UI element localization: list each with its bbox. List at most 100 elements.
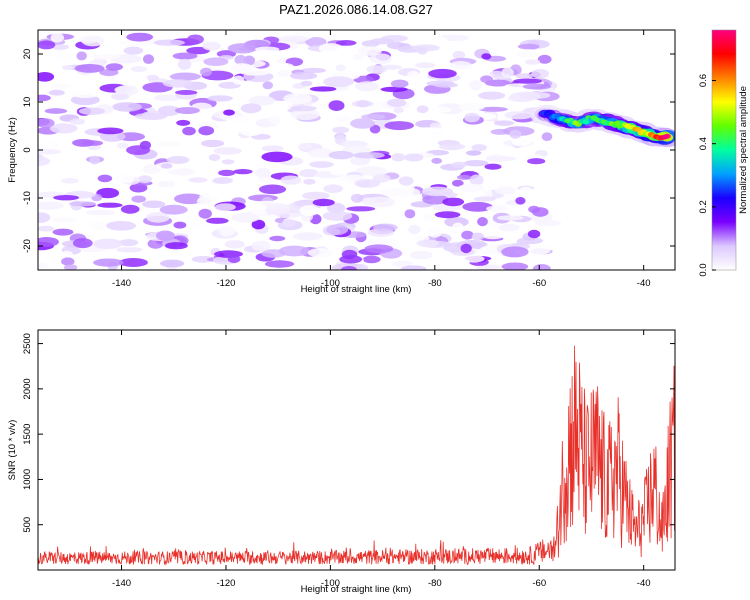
- spectrogram-noise-blob: [414, 235, 430, 241]
- spectrogram-noise-blob: [96, 187, 120, 199]
- spectrogram-noise-blob: [300, 67, 327, 74]
- spectrogram-noise-blob: [471, 144, 487, 152]
- spectrogram-noise-blob: [511, 138, 532, 146]
- spectrogram-noise-blob: [61, 257, 75, 266]
- spectrogram-noise-blob: [462, 255, 485, 263]
- spectrogram-noise-blob: [72, 91, 99, 98]
- spectrogram-noise-blob: [457, 174, 472, 180]
- spectrogram-noise-blob: [231, 63, 253, 73]
- spectrogram-noise-blob: [486, 156, 517, 162]
- spectrogram-noise-blob: [174, 107, 200, 114]
- spectrogram-noise-blob: [451, 161, 467, 169]
- spectrogram-noise-blob: [120, 204, 140, 214]
- spectrogram-noise-blob: [452, 179, 464, 187]
- spectrogram-noise-blob: [352, 53, 364, 61]
- spectrogram-noise-blob: [527, 245, 551, 255]
- spectrogram-noise-blob: [309, 161, 334, 168]
- spectrogram-noise-blob: [50, 32, 64, 43]
- spectrogram-noise-blob: [131, 195, 146, 203]
- spectrogram-noise-blob: [221, 159, 235, 165]
- spectrogram-x-label: Height of straight line (km): [301, 284, 412, 295]
- spectrogram-noise-blob: [137, 175, 152, 184]
- spectrogram-y-label: Frequency (Hz): [7, 117, 18, 182]
- spectrogram-noise-blob: [97, 174, 113, 183]
- y-tick-label: -20: [22, 239, 33, 253]
- spectrogram-noise-blob: [254, 167, 271, 179]
- spectrogram-noise-blob: [323, 184, 344, 193]
- spectrogram-noise-blob: [47, 51, 64, 58]
- spectrogram-signal-blob: [582, 119, 590, 125]
- spectrogram-noise-blob: [38, 149, 62, 155]
- spectrogram-noise-blob: [477, 217, 488, 227]
- spectrogram-noise-blob: [473, 196, 496, 202]
- spectrogram-noise-blob: [393, 107, 404, 114]
- spectrogram-noise-blob: [255, 46, 280, 52]
- spectrogram-noise-blob: [464, 112, 480, 123]
- spectrogram-noise-blob: [408, 224, 421, 235]
- spectrogram-noise-blob: [38, 262, 49, 270]
- spectrogram-noise-blob: [469, 174, 484, 186]
- spectrogram-noise-blob: [74, 64, 105, 73]
- spectrogram-noise-blob: [81, 35, 105, 47]
- spectrogram-noise-blob: [38, 156, 51, 167]
- spectrogram-noise-blob: [303, 178, 316, 185]
- colorbar-gradient: [712, 30, 736, 270]
- spectrogram-noise-blob: [335, 40, 357, 46]
- spectrogram-noise-blob: [277, 70, 290, 77]
- snr-x-label: Height of straight line (km): [301, 584, 412, 595]
- spectrogram-noise-blob: [366, 65, 388, 74]
- spectrogram-noise-blob: [227, 43, 257, 54]
- spectrogram-noise-blob: [196, 198, 212, 205]
- spectrogram-noise-blob: [213, 147, 242, 155]
- spectrogram-noise-blob: [353, 264, 369, 270]
- spectrogram-signal-blob: [663, 133, 671, 139]
- spectrogram-noise-blob: [264, 260, 295, 268]
- spectrogram-noise-blob: [175, 90, 198, 95]
- spectrogram-noise-blob: [387, 98, 407, 108]
- spectrogram-noise-blob: [390, 79, 409, 88]
- spectrogram-noise-blob: [38, 118, 55, 128]
- spectrogram-noise-blob: [364, 244, 394, 254]
- spectrogram-noise-blob: [134, 112, 167, 120]
- spectrogram-noise-blob: [60, 250, 74, 259]
- spectrogram-noise-blob: [519, 186, 533, 196]
- spectrogram-noise-blob: [360, 114, 386, 120]
- snr-series-line: [38, 345, 675, 566]
- spectrogram-noise-blob: [384, 121, 415, 131]
- spectrogram-noise-blob: [515, 73, 533, 79]
- spectrogram-noise-blob: [515, 197, 526, 205]
- spectrogram-noise-blob: [277, 35, 309, 43]
- spectrogram-noise-blob: [188, 177, 208, 183]
- spectrogram-noise-blob: [398, 176, 414, 186]
- spectrogram-noise-blob: [417, 47, 428, 55]
- spectrogram-noise-blob: [156, 230, 175, 241]
- spectrogram-noise-blob: [61, 65, 74, 71]
- spectrogram-noise-blob: [227, 255, 241, 263]
- spectrogram-noise-blob: [38, 144, 49, 151]
- spectrogram-noise-blob: [357, 46, 383, 56]
- spectrogram-noise-blob: [153, 94, 182, 102]
- x-tick-label: -80: [428, 278, 442, 289]
- spectrogram-noise-blob: [496, 215, 524, 221]
- spectrogram-noise-blob: [351, 100, 374, 108]
- spectrogram-noise-blob: [480, 229, 507, 240]
- snr-ticks: -140 -120 -100 -80 -60 -40 500 1000 1500 2000 2500: [22, 330, 675, 589]
- spectrogram-noise-blob: [518, 91, 551, 99]
- spectrogram-noise-blob: [471, 232, 484, 241]
- spectrogram-noise-blob: [186, 46, 210, 55]
- spectrogram-noise-blob: [126, 145, 151, 156]
- spectrogram-noise-blob: [198, 208, 212, 219]
- spectrogram-noise-blob: [434, 211, 461, 219]
- spectrogram-noise-blob: [458, 183, 485, 192]
- spectrogram-noise-blob: [176, 119, 191, 126]
- spectrogram-noise-blob: [63, 264, 78, 270]
- x-tick-label: -140: [112, 578, 131, 589]
- spectrogram-noise-blob: [86, 209, 116, 216]
- spectrogram-noise-blob: [131, 225, 152, 233]
- spectrogram-noise-blob: [177, 58, 192, 70]
- spectrogram-noise-blob: [99, 68, 119, 77]
- spectrogram-noise-blob: [191, 255, 215, 263]
- spectrogram-noise-blob: [353, 152, 385, 159]
- spectrogram-noise-blob: [404, 153, 424, 162]
- x-tick-label: -140: [112, 278, 131, 289]
